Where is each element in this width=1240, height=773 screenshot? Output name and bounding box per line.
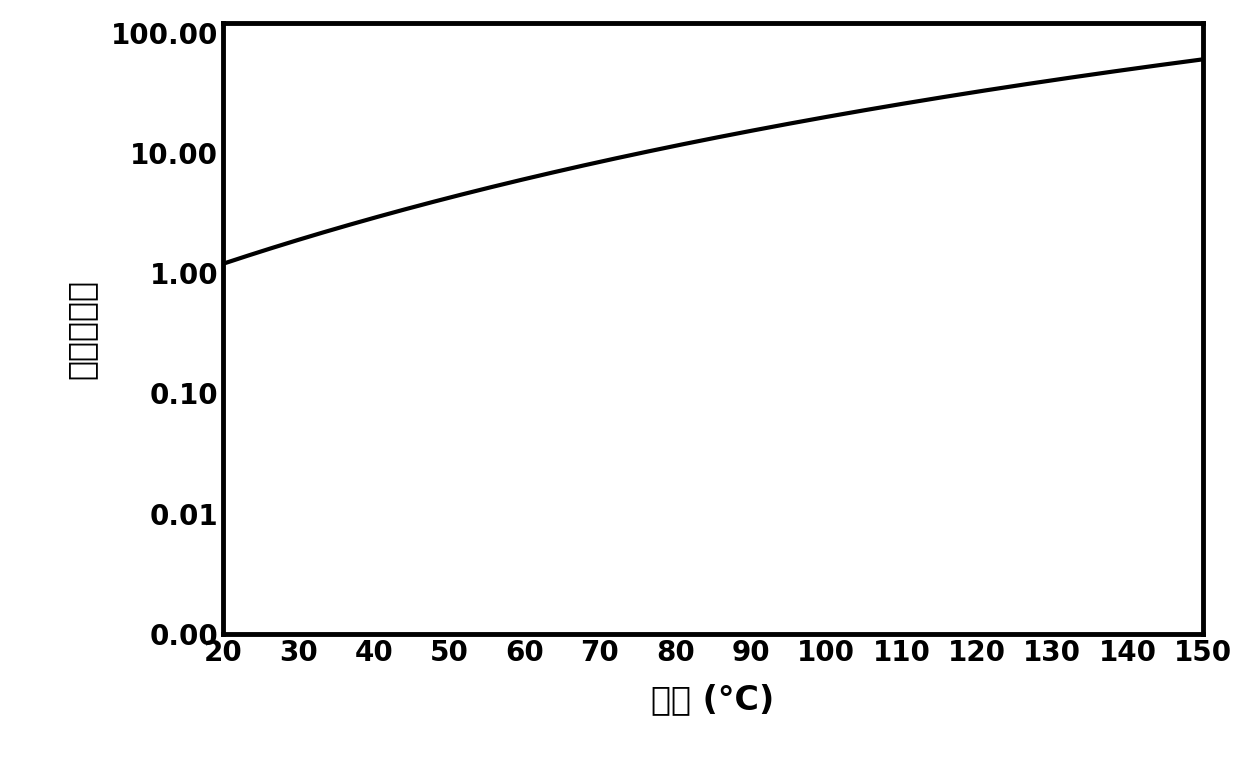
X-axis label: 温度 (°C): 温度 (°C) <box>651 683 775 717</box>
Y-axis label: 压力（托）: 压力（托） <box>64 278 97 379</box>
